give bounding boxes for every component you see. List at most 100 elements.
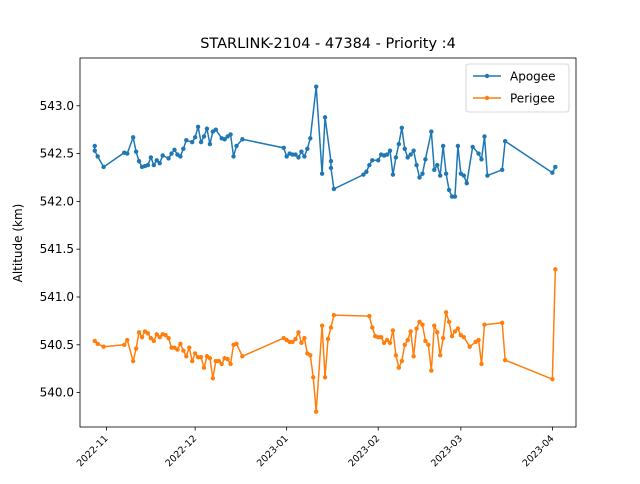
perigee-point — [308, 353, 313, 358]
y-tick-label: 542.5 — [40, 147, 74, 161]
apogee-point — [432, 167, 437, 173]
apogee-point — [405, 155, 410, 160]
perigee-point — [216, 358, 221, 364]
apogee-point — [240, 137, 245, 142]
apogee-point — [396, 141, 402, 147]
perigee-point — [467, 344, 472, 349]
apogee-point — [181, 146, 186, 152]
apogee-point — [399, 125, 405, 130]
perigee-point — [178, 341, 183, 347]
apogee-point — [328, 159, 334, 164]
apogee-point — [302, 154, 307, 159]
perigee-point — [163, 333, 168, 338]
legend: Apogee Perigee — [465, 63, 570, 113]
perigee-point — [553, 267, 558, 272]
perigee-point — [420, 322, 425, 327]
apogee-point — [387, 148, 393, 153]
perigee-point — [136, 330, 142, 335]
axes-frame — [79, 57, 577, 428]
y-tick-label: 540.5 — [40, 338, 74, 352]
legend-apogee-marker — [484, 73, 490, 79]
plot-area — [92, 84, 558, 414]
apogee-point — [228, 132, 233, 137]
apogee-point — [446, 187, 452, 193]
perigee-point — [181, 348, 186, 353]
perigee-point — [299, 340, 304, 346]
perigee-point — [210, 376, 216, 381]
perigee-point — [446, 319, 452, 325]
perigee-point — [95, 341, 100, 347]
perigee-point — [225, 356, 230, 362]
perigee-point — [479, 361, 484, 367]
perigee-point — [219, 361, 224, 367]
perigee-point — [130, 358, 136, 364]
apogee-point — [408, 152, 413, 157]
apogee-point — [452, 194, 458, 199]
apogee-point — [464, 181, 469, 186]
apogee-point — [361, 172, 366, 177]
perigee-point — [390, 328, 396, 333]
apogee-point — [423, 157, 428, 162]
apogee-point — [414, 162, 419, 168]
y-tick-label: 542.0 — [40, 194, 74, 208]
apogee-point — [331, 186, 337, 192]
perigee-point — [408, 329, 413, 334]
y-axis-label: Altitude (km) — [11, 204, 25, 283]
y-tick-label: 540.0 — [40, 386, 74, 400]
perigee-point — [187, 345, 192, 350]
apogee-point — [198, 139, 204, 145]
legend-perigee-marker — [484, 95, 490, 101]
perigee-point — [482, 322, 487, 327]
apogee-point — [101, 164, 106, 170]
apogee-point — [281, 145, 286, 151]
apogee-point — [213, 127, 219, 132]
apogee-point — [192, 135, 198, 140]
apogee-point — [92, 143, 97, 149]
y-tick-label: 541.0 — [40, 290, 74, 304]
apogee-point — [284, 154, 289, 159]
perigee-point — [296, 330, 301, 335]
perigee-point — [122, 342, 127, 347]
apogee-point — [437, 173, 443, 178]
perigee-point — [499, 320, 505, 325]
chart-title: STARLINK-2104 - 47384 - Priority :4 — [200, 36, 456, 52]
apogee-point — [485, 173, 490, 178]
apogee-point — [476, 151, 481, 156]
apogee-point — [207, 141, 213, 147]
perigee-point — [319, 323, 325, 328]
perigee-point — [414, 326, 419, 331]
perigee-point — [322, 375, 328, 380]
apogee-point — [319, 171, 325, 176]
perigee-point — [228, 361, 233, 367]
perigee-point — [198, 355, 204, 360]
apogee-point — [420, 171, 425, 176]
apogee-point — [204, 126, 210, 131]
apogee-point — [160, 153, 165, 158]
perigee-point — [151, 338, 157, 344]
apogee-point — [145, 162, 151, 168]
perigee-point — [381, 340, 387, 346]
perigee-point — [426, 342, 431, 347]
perigee-point — [423, 338, 428, 344]
apogee-point — [125, 151, 130, 156]
perigee-point — [452, 329, 458, 334]
perigee-point — [399, 358, 405, 364]
perigee-point — [125, 337, 130, 343]
perigee-point — [175, 347, 180, 352]
apogee-point — [172, 147, 177, 152]
y-tick-label: 543.0 — [40, 99, 74, 113]
apogee-point — [305, 146, 310, 152]
apogee-point — [393, 155, 399, 160]
perigee-point — [207, 355, 213, 361]
perigee-point — [387, 340, 393, 346]
apogee-point — [364, 169, 369, 174]
perigee-point — [189, 358, 195, 364]
perigee-point — [405, 337, 410, 343]
apogee-point — [184, 138, 189, 143]
perigee-point — [417, 319, 422, 325]
perigee-point — [550, 377, 555, 382]
apogee-point — [402, 146, 407, 152]
perigee-point — [192, 351, 198, 356]
apogee-point — [151, 162, 157, 168]
legend-perigee-label: Perigee — [510, 92, 555, 106]
